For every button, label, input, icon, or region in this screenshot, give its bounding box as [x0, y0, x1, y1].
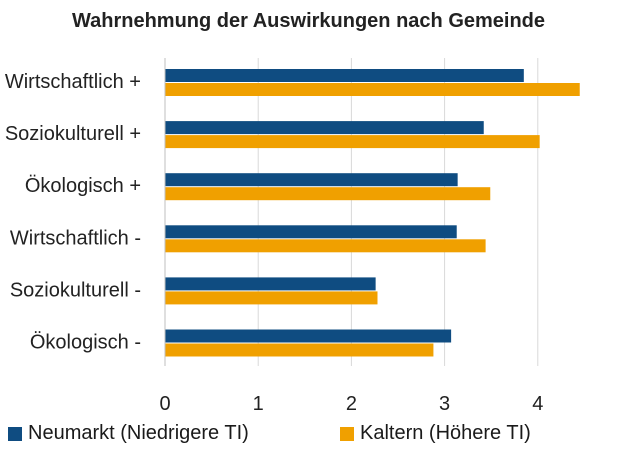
- legend-label-kaltern: Kaltern (Höhere TI): [360, 422, 531, 444]
- x-tick-label-0: 0: [159, 393, 170, 415]
- legend-swatch-kaltern: [340, 426, 354, 441]
- bar-neumarkt-3: [165, 225, 457, 239]
- legend-swatch-neumarkt: [8, 426, 22, 441]
- bar-kaltern-5: [165, 343, 434, 357]
- bar-kaltern-4: [165, 291, 378, 305]
- bar-kaltern-1: [165, 135, 540, 149]
- bar-neumarkt-2: [165, 173, 458, 187]
- bar-kaltern-2: [165, 187, 491, 201]
- bar-neumarkt-1: [165, 121, 484, 135]
- category-label-0: Wirtschaftlich +: [5, 71, 141, 93]
- x-tick-label-3: 3: [439, 393, 450, 415]
- bar-neumarkt-0: [165, 69, 524, 82]
- x-tick-label-2: 2: [346, 393, 357, 415]
- chart-title: Wahrnehmung der Auswirkungen nach Gemein…: [71, 10, 546, 32]
- legend-item-neumarkt: Neumarkt (Niedrigere TI): [8, 422, 249, 445]
- category-label-5: Ökologisch -: [30, 332, 141, 354]
- legend-item-kaltern: Kaltern (Höhere TI): [340, 422, 531, 445]
- bar-kaltern-3: [165, 239, 486, 253]
- bar-kaltern-0: [165, 83, 580, 96]
- bar-neumarkt-5: [165, 329, 452, 343]
- category-label-4: Soziokulturell -: [10, 279, 141, 301]
- category-label-2: Ökologisch +: [25, 175, 141, 197]
- bar-neumarkt-4: [165, 277, 376, 291]
- legend-label-neumarkt: Neumarkt (Niedrigere TI): [28, 422, 249, 444]
- x-tick-label-1: 1: [253, 393, 264, 415]
- x-tick-label-4: 4: [532, 393, 543, 415]
- category-label-1: Soziokulturell +: [5, 123, 141, 145]
- category-label-3: Wirtschaftlich -: [10, 227, 141, 249]
